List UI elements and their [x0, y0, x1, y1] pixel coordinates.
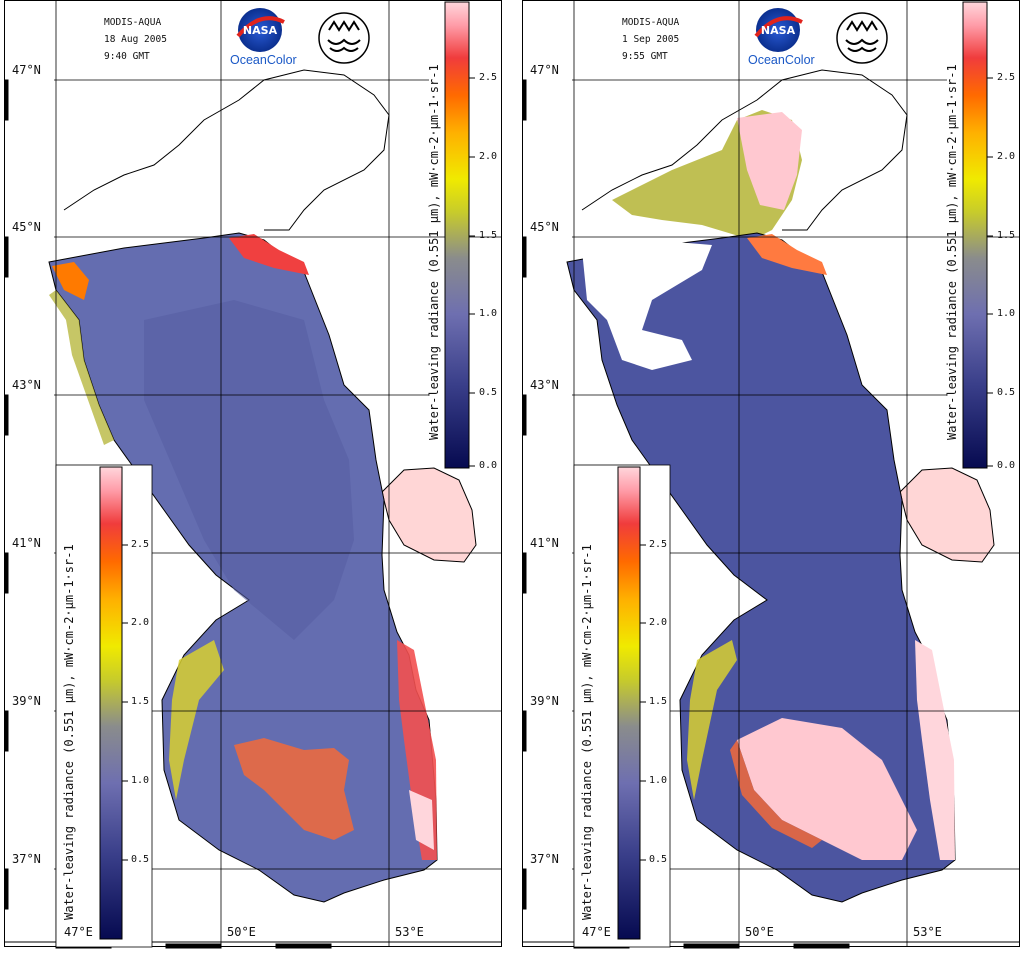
- garabogaz-gulf: [899, 467, 995, 563]
- cb-tick: 0.5: [649, 854, 668, 865]
- cb-tick: 2.0: [479, 151, 498, 162]
- cb-tick: 2.5: [649, 539, 668, 550]
- southeast-white: [409, 790, 434, 850]
- nasa-meatball-icon: NASA: [754, 8, 803, 52]
- lon-label-53: 53°E: [395, 925, 424, 939]
- north-shelf-pink: [737, 112, 802, 210]
- south-bloom-pink: [737, 718, 917, 860]
- cb-tick: 0.0: [479, 460, 498, 471]
- cb-tick: 0.5: [997, 387, 1016, 398]
- oceancolor-logo-text: OceanColor: [748, 53, 815, 67]
- colorbar-upper-right-panel: [962, 1, 988, 469]
- cloud-gap: [582, 240, 712, 370]
- institute-emblem-icon: [318, 12, 370, 64]
- cb-tick: 1.5: [997, 230, 1016, 241]
- cb-tick: 1.0: [649, 775, 668, 786]
- cb-tick: 2.5: [997, 72, 1016, 83]
- lat-label-47: 47°N: [10, 63, 43, 77]
- lat-label-43: 43°N: [528, 378, 561, 392]
- lat-label-43: 43°N: [10, 378, 43, 392]
- lat-label-47: 47°N: [528, 63, 561, 77]
- cb-tick: 2.0: [649, 617, 668, 628]
- svg-text:NASA: NASA: [761, 24, 796, 37]
- southwest-bloom: [169, 640, 224, 800]
- cb-tick: 1.0: [997, 308, 1016, 319]
- sea-deep: [144, 300, 354, 640]
- cb-tick: 0.0: [997, 460, 1016, 471]
- time-label: 9:40 GMT: [104, 51, 150, 62]
- svg-text:NASA: NASA: [243, 24, 278, 37]
- southeast-coast-bloom: [915, 640, 955, 860]
- map-panel-right: NASA MODIS-AQUA 1 Sep 2005 9:55 GMT Ocea…: [522, 0, 1020, 954]
- lat-label-45: 45°N: [528, 220, 561, 234]
- north-gulf-highlight: [229, 234, 309, 275]
- colorbar-upper-left-panel: [444, 1, 470, 469]
- nasa-meatball-icon: NASA: [236, 8, 285, 52]
- colorbar-lower-left-panel: [99, 466, 123, 940]
- cb-tick: 2.0: [997, 151, 1016, 162]
- cb-tick: 1.5: [649, 696, 668, 707]
- lon-label-53: 53°E: [913, 925, 942, 939]
- lat-label-37: 37°N: [10, 852, 43, 866]
- cb-tick: 2.0: [131, 617, 150, 628]
- lat-label-39: 39°N: [528, 694, 561, 708]
- cb-tick: 1.5: [479, 230, 498, 241]
- cb-tick: 2.5: [131, 539, 150, 550]
- cb-tick: 2.5: [479, 72, 498, 83]
- oceancolor-logo-text: OceanColor: [230, 53, 297, 67]
- institute-emblem-icon: [836, 12, 888, 64]
- lon-label-50: 50°E: [227, 925, 256, 939]
- date-label: 1 Sep 2005: [622, 34, 680, 45]
- lon-label-50: 50°E: [745, 925, 774, 939]
- lat-label-41: 41°N: [10, 536, 43, 550]
- lon-label-47: 47°E: [64, 925, 93, 939]
- lat-label-37: 37°N: [528, 852, 561, 866]
- sensor-label: MODIS-AQUA: [622, 17, 680, 28]
- colorbar-title-lower: Water-leaving radiance (0.551 µm), mW·cm…: [580, 544, 594, 920]
- garabogaz-gulf: [381, 467, 477, 563]
- colorbar-title-upper: Water-leaving radiance (0.551 µm), mW·cm…: [945, 64, 959, 440]
- time-label: 9:55 GMT: [622, 51, 668, 62]
- west-shore-highlight: [52, 262, 89, 300]
- cb-tick: 0.5: [479, 387, 498, 398]
- caspian-map-left: NASA: [4, 0, 502, 949]
- sensor-label: MODIS-AQUA: [104, 17, 162, 28]
- southwest-band: [687, 640, 737, 800]
- lon-label-47: 47°E: [582, 925, 611, 939]
- cb-tick: 0.5: [131, 854, 150, 865]
- cb-tick: 1.5: [131, 696, 150, 707]
- north-coastline: [63, 69, 390, 231]
- lat-label-45: 45°N: [10, 220, 43, 234]
- date-label: 18 Aug 2005: [104, 34, 167, 45]
- lat-label-39: 39°N: [10, 694, 43, 708]
- map-panel-left: NASA MODIS-AQUA 18 Aug 2005 9:40 GMT Oce…: [4, 0, 502, 954]
- west-coast-band: [49, 290, 114, 445]
- colorbar-lower-right-panel: [617, 466, 641, 940]
- cb-tick: 1.0: [479, 308, 498, 319]
- caspian-map-right: NASA: [522, 0, 1020, 949]
- north-gulf-highlight: [747, 234, 827, 275]
- cb-tick: 1.0: [131, 775, 150, 786]
- lat-label-41: 41°N: [528, 536, 561, 550]
- colorbar-title-lower: Water-leaving radiance (0.551 µm), mW·cm…: [62, 544, 76, 920]
- sea-body: [566, 232, 956, 903]
- south-bloom: [234, 738, 354, 840]
- colorbar-title-upper: Water-leaving radiance (0.551 µm), mW·cm…: [427, 64, 441, 440]
